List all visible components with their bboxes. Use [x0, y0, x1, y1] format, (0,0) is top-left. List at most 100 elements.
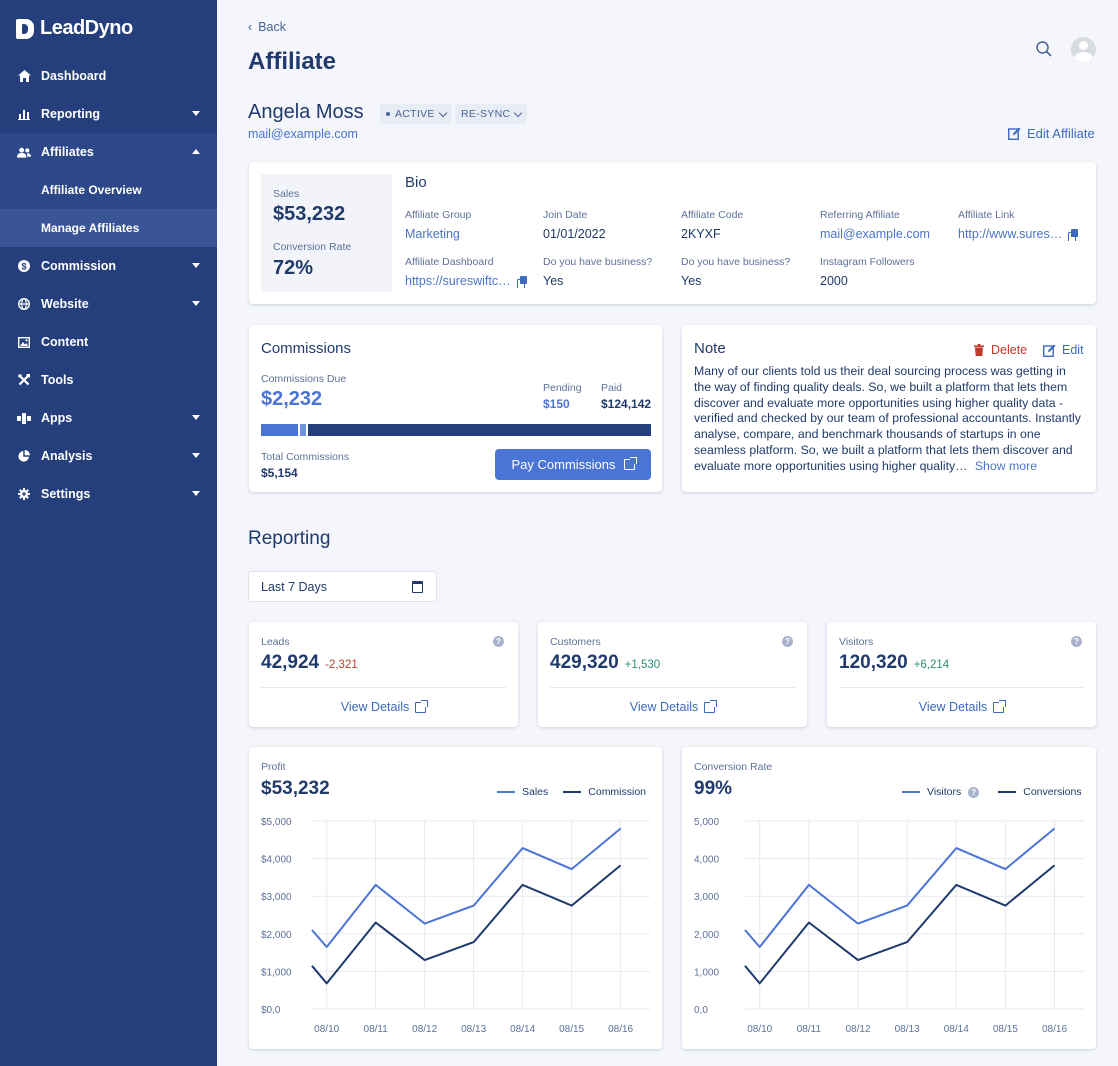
y-tick-label: $2,000 — [261, 930, 292, 941]
commissions-due-label: Commissions Due — [261, 373, 347, 385]
sidebar-subitem-manage-affiliates[interactable]: Manage Affiliates — [0, 209, 217, 247]
total-commissions-label: Total Commissions — [261, 451, 350, 463]
show-more-link[interactable]: Show more — [974, 458, 1038, 473]
conversion-chart-card: Conversion Rate 99% Visitors ? Conversio… — [682, 747, 1096, 1049]
bio-field-label: Instagram Followers — [820, 256, 915, 268]
status-dot-icon — [386, 112, 390, 116]
kpi-delta: +1,530 — [624, 659, 661, 671]
note-title: Note — [694, 340, 726, 357]
status-badge[interactable]: ACTIVE — [380, 104, 452, 124]
brand-logo[interactable]: LeadDyno — [16, 17, 133, 40]
affiliate-email[interactable]: mail@example.com — [248, 127, 358, 141]
y-tick-label: 1,000 — [694, 967, 719, 978]
sidebar-item-commission[interactable]: $ Commission — [0, 247, 217, 285]
bio-field-instagram-followers: Instagram Followers 2000 — [820, 256, 955, 288]
bio-title: Bio — [405, 174, 427, 191]
sidebar-item-label: Affiliates — [41, 145, 94, 159]
legend-label: Conversions — [1023, 786, 1082, 798]
search-icon[interactable] — [1035, 40, 1053, 58]
bio-field-value[interactable]: http://www.sures… — [958, 227, 1088, 241]
profit-chart-card: Profit $53,232 Sales Commission $5,000 $4… — [249, 747, 662, 1049]
sidebar-item-analysis[interactable]: Analysis — [0, 437, 217, 475]
edit-affiliate-button[interactable]: Edit Affiliate — [1008, 126, 1095, 141]
sidebar-subitem-affiliate-overview[interactable]: Affiliate Overview — [0, 171, 217, 209]
kpi-delta: +6,214 — [913, 659, 950, 671]
sidebar-item-reporting[interactable]: Reporting — [0, 95, 217, 133]
bio-field-label: Affiliate Code — [681, 209, 744, 221]
bio-field-label: Referring Affiliate — [820, 209, 900, 221]
chevron-down-icon — [192, 263, 200, 268]
bio-field-value[interactable]: https://sureswiftc… — [405, 274, 540, 288]
avatar[interactable] — [1071, 37, 1096, 62]
bio-field-value[interactable]: Marketing — [405, 227, 460, 241]
brand-name: LeadDyno — [40, 17, 133, 39]
conversion-rate-label: Conversion Rate — [273, 241, 352, 253]
sidebar-item-affiliates[interactable]: Affiliates — [0, 133, 217, 171]
y-tick-label: $0,0 — [261, 1005, 281, 1016]
help-icon[interactable]: ? — [1071, 636, 1082, 647]
help-icon[interactable]: ? — [493, 636, 504, 647]
kpi-label: Customers — [550, 636, 601, 648]
edit-note-button[interactable]: Edit — [1043, 343, 1084, 357]
sidebar-item-label: Tools — [41, 373, 74, 387]
view-details-link[interactable]: View Details — [249, 699, 518, 714]
x-tick-label: 08/14 — [510, 1024, 535, 1035]
chevron-down-icon — [438, 108, 447, 117]
help-icon[interactable]: ? — [968, 786, 980, 798]
bio-card: Sales $53,232 Conversion Rate 72% Bio Af… — [249, 162, 1096, 304]
chart-label: Profit — [261, 761, 286, 773]
sales-label: Sales — [273, 188, 300, 200]
date-range-select[interactable]: Last 7 Days — [248, 571, 437, 602]
bio-field-label: Affiliate Dashboard — [405, 256, 494, 268]
bio-field-value: 2KYXF — [681, 227, 721, 241]
reporting-title: Reporting — [248, 528, 331, 549]
back-label: Back — [258, 20, 286, 34]
view-details-link[interactable]: View Details — [538, 699, 807, 714]
bio-field-join-date: Join Date 01/01/2022 — [543, 209, 678, 241]
y-tick-label: $5,000 — [261, 817, 292, 828]
pay-commissions-button[interactable]: Pay Commissions — [495, 449, 651, 480]
legend-label: Commission — [588, 786, 647, 798]
note-body: Many of our clients told us their deal s… — [694, 364, 1081, 473]
bio-field-affiliate-link: Affiliate Link http://www.sures… — [958, 209, 1088, 241]
kpi-value: 42,924 -2,321 — [261, 652, 358, 673]
sidebar-item-label: Apps — [41, 411, 73, 425]
sidebar-item-website[interactable]: Website — [0, 285, 217, 323]
sidebar-item-content[interactable]: Content — [0, 323, 217, 361]
sidebar-item-label: Settings — [41, 487, 91, 501]
help-icon[interactable]: ? — [782, 636, 793, 647]
sidebar: LeadDyno Dashboard Reporting Affiliates … — [0, 0, 217, 1066]
kpi-value: 120,320 +6,214 — [839, 652, 950, 673]
sales-value: $53,232 — [273, 203, 346, 225]
chart-legend: Sales Commission — [497, 786, 646, 798]
sidebar-item-label: Website — [41, 297, 89, 311]
bio-field-label: Do you have business? — [543, 256, 653, 268]
bio-field-label: Do you have business? — [681, 256, 791, 268]
external-link-icon — [993, 699, 1007, 713]
chart-label: Conversion Rate — [694, 761, 773, 773]
kpi-delta: -2,321 — [325, 659, 358, 671]
y-tick-label: 3,000 — [694, 892, 719, 903]
bio-field-value: 01/01/2022 — [543, 227, 606, 241]
x-tick-label: 08/14 — [944, 1024, 969, 1035]
back-link[interactable]: ‹ Back — [248, 20, 286, 34]
resync-button[interactable]: RE-SYNC — [455, 104, 528, 124]
copy-icon[interactable] — [1068, 228, 1079, 241]
series-line — [311, 864, 622, 985]
sidebar-item-apps[interactable]: Apps — [0, 399, 217, 437]
stats-box: Sales $53,232 Conversion Rate 72% — [261, 174, 392, 292]
divider — [839, 687, 1084, 688]
affiliate-name: Angela Moss — [248, 101, 364, 123]
sidebar-item-settings[interactable]: Settings — [0, 475, 217, 513]
x-tick-label: 08/13 — [461, 1024, 486, 1035]
delete-note-button[interactable]: Delete — [974, 343, 1027, 357]
total-commissions-value: $5,154 — [261, 466, 298, 480]
copy-icon[interactable] — [516, 275, 527, 288]
bio-field-value[interactable]: mail@example.com — [820, 227, 930, 241]
sidebar-item-tools[interactable]: Tools — [0, 361, 217, 399]
sidebar-item-dashboard[interactable]: Dashboard — [0, 57, 217, 95]
y-tick-label: $1,000 — [261, 967, 292, 978]
note-text: Many of our clients told us their deal s… — [694, 364, 1086, 475]
progress-pending-segment — [300, 424, 306, 436]
view-details-link[interactable]: View Details — [827, 699, 1096, 714]
